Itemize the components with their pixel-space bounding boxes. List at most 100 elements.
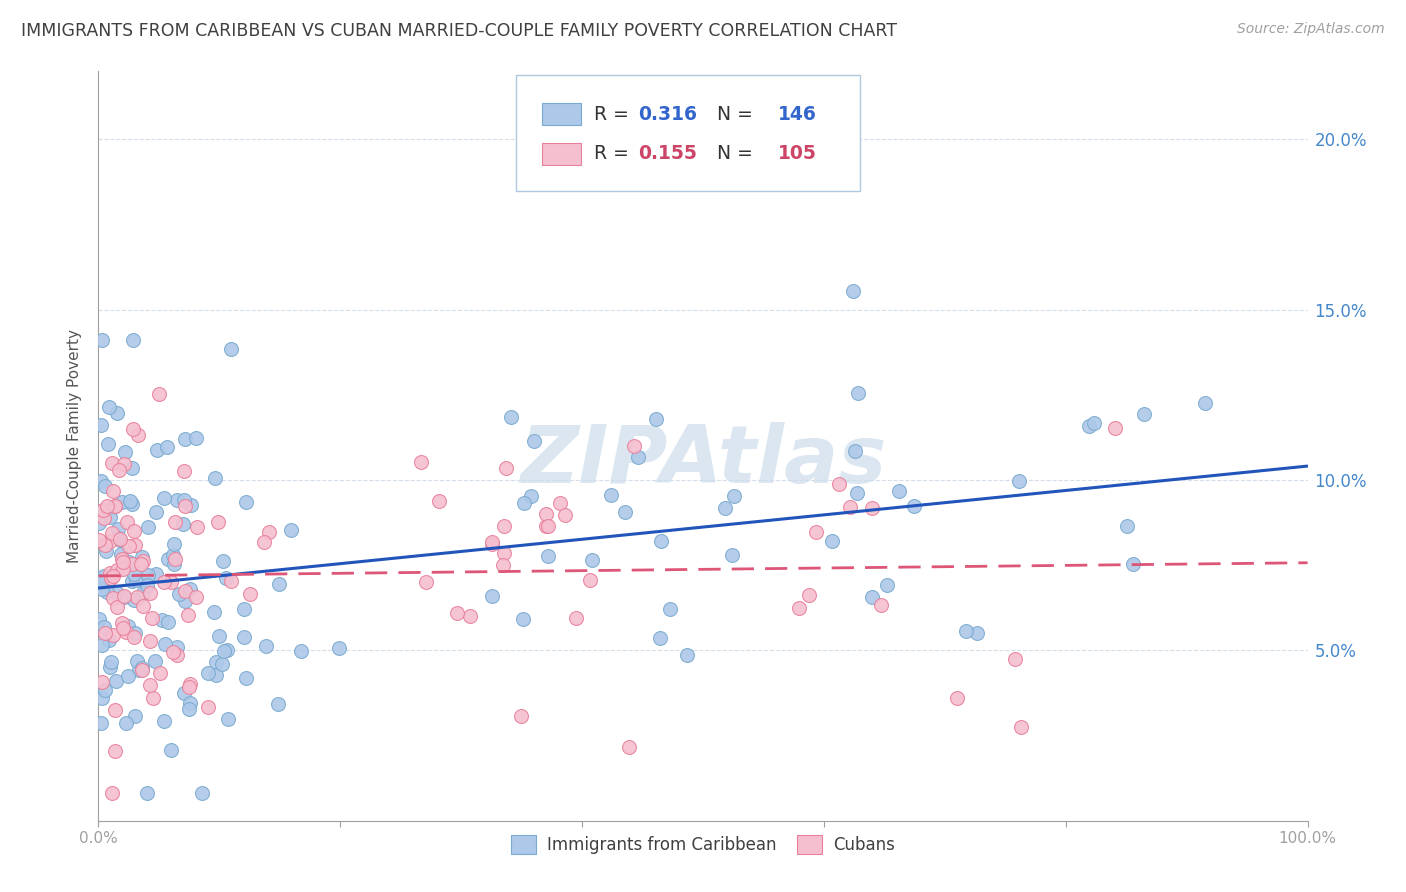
Point — [100, 526, 122, 541]
Point — [135, 786, 157, 800]
Point — [191, 786, 214, 800]
Point — [179, 676, 201, 690]
Point — [232, 630, 254, 644]
Point — [112, 590, 135, 604]
Point — [165, 552, 187, 566]
Point — [173, 583, 195, 598]
Point — [173, 432, 195, 446]
Point — [94, 626, 117, 640]
Point — [876, 578, 898, 592]
Point — [846, 386, 869, 401]
Point — [131, 661, 153, 675]
Point — [114, 445, 136, 459]
Point — [121, 461, 143, 475]
Point — [111, 562, 134, 576]
Point — [136, 520, 159, 534]
Point — [93, 569, 115, 583]
Point — [90, 418, 112, 433]
Point — [98, 534, 121, 549]
Point — [845, 485, 868, 500]
Point — [1104, 421, 1126, 435]
Point — [91, 582, 114, 597]
Point — [104, 499, 127, 513]
Point — [108, 463, 131, 477]
Point — [148, 387, 170, 401]
Point — [101, 484, 124, 499]
Point — [212, 553, 235, 567]
Point — [118, 539, 141, 553]
Point — [548, 496, 571, 510]
Point — [235, 495, 257, 509]
Point — [650, 533, 672, 548]
Point — [520, 489, 543, 503]
Point — [162, 548, 184, 562]
Point — [93, 682, 115, 697]
Point — [111, 556, 134, 570]
Point — [267, 697, 290, 711]
Point — [97, 437, 120, 451]
Point — [946, 691, 969, 706]
Point — [1133, 407, 1156, 421]
Point — [581, 553, 603, 567]
Point — [131, 663, 153, 677]
Point — [112, 621, 135, 635]
Point — [723, 489, 745, 503]
Point — [860, 501, 883, 516]
Point — [100, 571, 122, 585]
Point — [799, 588, 821, 602]
Point — [121, 422, 143, 436]
Point — [328, 641, 350, 656]
Point — [159, 575, 181, 590]
Point — [163, 558, 186, 572]
Point — [252, 535, 274, 549]
Point — [156, 552, 179, 566]
Point — [93, 511, 115, 525]
Point — [111, 615, 134, 630]
Point — [98, 633, 121, 648]
Point — [204, 471, 226, 485]
Point — [122, 592, 145, 607]
Point — [184, 431, 207, 445]
Point — [172, 517, 194, 532]
Point — [100, 655, 122, 669]
Point — [659, 601, 682, 615]
FancyBboxPatch shape — [516, 75, 860, 191]
Point — [104, 499, 127, 513]
Point — [415, 575, 437, 590]
Point — [214, 571, 236, 585]
Point — [481, 534, 503, 549]
Text: ZIPAtlas: ZIPAtlas — [520, 422, 886, 500]
Point — [124, 538, 146, 552]
Point — [104, 744, 127, 758]
Point — [221, 342, 243, 356]
Point — [90, 574, 112, 588]
Point — [105, 564, 128, 578]
Point — [180, 498, 202, 512]
Point — [124, 626, 146, 640]
Legend: Immigrants from Caribbean, Cubans: Immigrants from Caribbean, Cubans — [503, 829, 903, 861]
Point — [121, 557, 143, 571]
Point — [100, 456, 122, 470]
Point — [186, 520, 208, 534]
Point — [117, 669, 139, 683]
Point — [93, 620, 115, 634]
Point — [131, 550, 153, 565]
Point — [207, 516, 229, 530]
Point — [90, 716, 112, 731]
Point — [121, 574, 143, 588]
Point — [101, 568, 124, 582]
Point — [167, 587, 190, 601]
Point — [966, 626, 988, 640]
Point — [411, 455, 433, 469]
Point — [645, 412, 668, 426]
Point — [103, 628, 125, 642]
Point — [458, 608, 481, 623]
Point — [125, 655, 148, 669]
Point — [136, 568, 159, 582]
Point — [787, 600, 810, 615]
Point — [153, 575, 176, 590]
Point — [139, 586, 162, 600]
Point — [105, 406, 128, 420]
Point — [156, 440, 179, 454]
Point — [804, 525, 827, 540]
